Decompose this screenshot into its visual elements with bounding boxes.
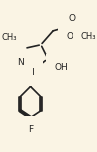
Text: O: O — [69, 14, 76, 23]
Text: O: O — [67, 32, 74, 41]
Text: CH₃: CH₃ — [1, 33, 17, 42]
Text: CH₃: CH₃ — [81, 32, 96, 41]
Text: OH: OH — [55, 63, 69, 72]
Text: N: N — [17, 58, 23, 67]
Text: N: N — [27, 68, 34, 77]
Text: F: F — [28, 125, 33, 134]
